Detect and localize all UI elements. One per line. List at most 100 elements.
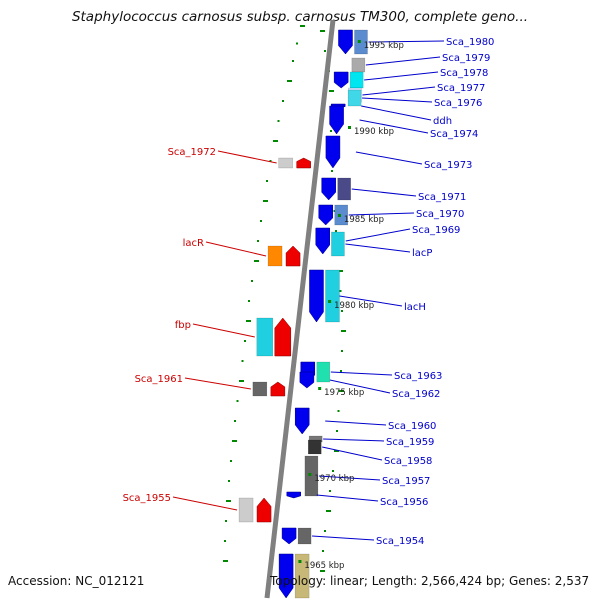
gene-bar-sca_1972[interactable] <box>278 157 293 169</box>
callout-line <box>351 188 417 197</box>
callout-line <box>345 228 411 242</box>
gene-bar-sca_1971[interactable] <box>337 177 351 201</box>
gene-bar-fbp[interactable] <box>256 317 274 357</box>
plus-strand-arrow[interactable] <box>299 371 315 389</box>
gene-bar-unlabeled[interactable] <box>294 553 310 599</box>
gene-bar-sca_1955[interactable] <box>238 497 254 523</box>
gc-dot <box>263 200 268 202</box>
scale-mark: 1995 kbp <box>364 41 404 51</box>
gene-bar-sca_1963[interactable] <box>316 361 331 383</box>
plus-strand-arrow[interactable] <box>286 491 302 499</box>
gene-label[interactable]: Sca_1974 <box>430 129 478 140</box>
gene-label[interactable]: lacP <box>412 248 432 259</box>
gc-dot <box>251 280 253 282</box>
minus-strand-arrow[interactable] <box>270 381 286 397</box>
gc-dot <box>331 170 333 172</box>
gc-dot <box>341 310 343 312</box>
gc-dot <box>329 490 331 492</box>
plus-strand-arrow[interactable] <box>318 204 333 226</box>
gene-bar-lacp[interactable] <box>331 231 345 257</box>
gene-label[interactable]: Sca_1961 <box>135 374 183 385</box>
callout-line <box>184 377 251 390</box>
gene-bar-sca_1970[interactable] <box>334 204 348 226</box>
plus-strand-arrow[interactable] <box>315 227 331 255</box>
gene-bar-sca_1980[interactable] <box>354 29 368 55</box>
plus-strand-arrow[interactable] <box>309 269 324 323</box>
gene-label[interactable]: Sca_1954 <box>376 536 424 547</box>
gc-dot <box>273 140 278 142</box>
gene-label[interactable]: Sca_1956 <box>380 497 428 508</box>
gene-label[interactable]: Sca_1969 <box>412 225 460 236</box>
gene-label[interactable]: Sca_1976 <box>434 98 482 109</box>
gc-dot <box>339 290 342 292</box>
gene-bar-sca_1961[interactable] <box>252 381 268 397</box>
plus-strand-arrow[interactable] <box>338 29 353 55</box>
minus-strand-arrow[interactable] <box>285 245 301 267</box>
gene-bar-sca_1958[interactable] <box>307 439 322 455</box>
gene-label[interactable]: Sca_1958 <box>384 456 432 467</box>
gc-dot <box>269 160 272 162</box>
gene-label[interactable]: Sca_1970 <box>416 209 464 220</box>
gc-dot <box>228 480 230 482</box>
gc-dot <box>254 260 259 262</box>
callout-line <box>322 446 383 461</box>
gc-dot <box>239 380 244 382</box>
gene-bar-sca_1957[interactable] <box>304 455 319 497</box>
scale-marks: 1995 kbp 1990 kbp 1985 kbp 1980 kbp 1975 kbp… <box>298 40 404 571</box>
plus-strand-arrow[interactable] <box>281 527 297 545</box>
callout-line <box>361 105 432 121</box>
plus-strand-arrow[interactable] <box>278 553 294 599</box>
gene-bar-sca_1954[interactable] <box>297 527 312 545</box>
gene-label[interactable]: Sca_1980 <box>446 37 494 48</box>
gene-label[interactable]: lacR <box>183 238 204 249</box>
gene-bar-sca_1976[interactable] <box>347 89 362 107</box>
gene-label[interactable]: Sca_1962 <box>392 389 440 400</box>
gene-label[interactable]: Sca_1971 <box>418 192 466 203</box>
gc-dot <box>334 450 339 452</box>
gc-dot <box>236 400 239 402</box>
gene-label[interactable]: Sca_1963 <box>394 371 442 382</box>
gc-dot <box>296 42 298 45</box>
gc-dot <box>277 120 280 122</box>
gc-dot <box>330 130 332 132</box>
plus-strand-arrow[interactable] <box>325 135 341 169</box>
gene-bar-lacr[interactable] <box>267 245 283 267</box>
gene-label[interactable]: Sca_1977 <box>437 83 485 94</box>
gene-label[interactable]: fbp <box>175 320 191 331</box>
gene-label[interactable]: Sca_1978 <box>440 68 488 79</box>
plus-strand-arrow[interactable] <box>329 105 344 135</box>
gc-dot <box>326 510 331 512</box>
gene-bar-sca_1978[interactable] <box>349 71 364 89</box>
plus-strand-arrow[interactable] <box>294 407 310 435</box>
gene-label[interactable]: Sca_1959 <box>386 437 434 448</box>
callout-line <box>318 475 381 481</box>
minus-strand-arrow[interactable] <box>296 157 311 169</box>
gc-dot <box>266 180 268 182</box>
minus-strand-arrow[interactable] <box>256 497 272 523</box>
gene-label[interactable]: Sca_1979 <box>442 53 490 64</box>
minus-strand-arrow[interactable] <box>274 317 292 357</box>
callout-line <box>172 496 238 511</box>
gene-label[interactable]: Sca_1955 <box>123 493 171 504</box>
gene-label[interactable]: lacH <box>404 302 426 313</box>
callout-line <box>365 56 441 66</box>
gc-dot <box>341 330 346 332</box>
gene-bar-sca_1979[interactable] <box>351 57 366 73</box>
plus-strand-arrow[interactable] <box>321 177 336 201</box>
callout-line <box>355 151 423 165</box>
scale-mark: 1965 kbp <box>304 561 344 571</box>
plus-strand-arrow[interactable] <box>333 71 349 89</box>
scale-mark: 1985 kbp <box>344 215 384 225</box>
gene-bar-lach[interactable] <box>325 269 340 323</box>
gene-label[interactable]: Sca_1960 <box>388 421 436 432</box>
callout-line <box>345 243 411 253</box>
gene-label[interactable]: Sca_1973 <box>424 160 472 171</box>
gene-label[interactable]: Sca_1957 <box>382 476 430 487</box>
page-title: Staphylococcus carnosus subsp. carnosus … <box>71 9 529 25</box>
gc-dot <box>335 230 337 232</box>
gene-label[interactable]: ddh <box>433 116 452 127</box>
gc-dot <box>341 350 343 352</box>
gene-label[interactable]: Sca_1972 <box>168 147 216 158</box>
gc-dot <box>232 440 237 442</box>
gene-callouts: Sca_1980 Sca_1979 Sca_1978 Sca_1977 Sca_1976… <box>123 37 495 547</box>
